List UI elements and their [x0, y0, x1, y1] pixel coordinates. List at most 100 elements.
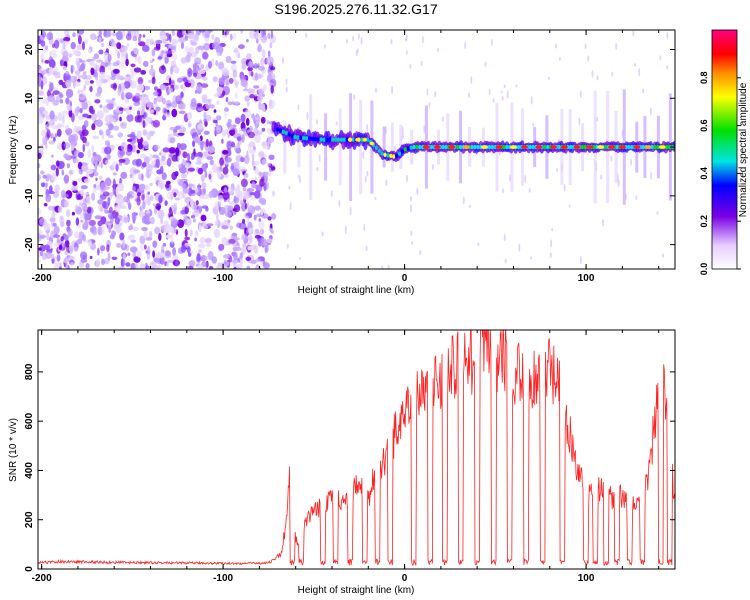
noise-blob: [227, 101, 233, 106]
noise-blob: [172, 64, 178, 69]
spectral-streak: [390, 122, 394, 172]
noise-blob: [89, 80, 94, 84]
noise-blob: [200, 214, 207, 222]
noise-blob: [258, 220, 265, 230]
signal-core: [313, 136, 317, 142]
signal-core: [592, 144, 596, 150]
noise-blob: [109, 38, 115, 46]
noise-blob: [224, 31, 227, 36]
noise-blob: [266, 56, 274, 66]
signal-core: [276, 127, 280, 132]
noise-blob: [240, 121, 246, 131]
noise-blob: [160, 34, 168, 41]
x-tick-label: -200: [32, 573, 52, 584]
noise-blob: [152, 240, 158, 248]
noise-blob: [213, 109, 217, 113]
noise-blob: [53, 256, 57, 265]
noise-blob: [47, 120, 54, 125]
noise-blob: [178, 37, 186, 43]
noise-blob: [122, 253, 126, 260]
noise-blob: [316, 166, 319, 172]
signal-core: [305, 136, 309, 141]
noise-blob: [91, 123, 96, 131]
noise-blob: [65, 79, 72, 88]
signal-core: [325, 137, 329, 142]
noise-blob: [127, 252, 131, 256]
noise-blob: [82, 143, 86, 153]
noise-blob: [100, 42, 105, 48]
noise-blob: [267, 163, 271, 167]
noise-blob: [42, 110, 49, 115]
noise-blob: [558, 57, 561, 61]
noise-blob: [87, 48, 92, 54]
noise-blob: [255, 213, 263, 218]
noise-blob: [224, 110, 227, 119]
noise-blob: [81, 164, 89, 172]
noise-blob: [107, 142, 111, 151]
noise-blob: [80, 189, 84, 197]
noise-blob: [240, 178, 248, 188]
noise-blob: [79, 90, 84, 93]
noise-blob: [104, 62, 109, 68]
noise-blob: [349, 206, 352, 216]
noise-blob: [202, 51, 209, 60]
noise-blob: [152, 203, 157, 207]
noise-blob: [248, 235, 253, 244]
noise-blob: [222, 167, 229, 175]
noise-blob: [54, 133, 58, 138]
noise-blob: [91, 112, 97, 121]
noise-blob: [71, 185, 78, 192]
noise-blob: [270, 166, 276, 171]
noise-blob: [91, 192, 95, 201]
noise-blob: [568, 204, 571, 208]
noise-blob: [556, 168, 559, 172]
noise-blob: [270, 223, 273, 229]
noise-blob: [198, 30, 206, 33]
noise-blob: [187, 152, 190, 162]
noise-blob: [258, 87, 265, 95]
signal-core: [302, 135, 306, 141]
noise-blob: [492, 98, 495, 103]
noise-blob: [260, 103, 266, 111]
noise-blob: [360, 37, 363, 45]
signal-peak: [510, 145, 517, 149]
noise-blob: [227, 121, 230, 129]
noise-blob: [65, 124, 69, 130]
noise-blob: [199, 236, 205, 244]
noise-blob: [501, 188, 504, 194]
noise-blob: [77, 224, 81, 229]
noise-blob: [52, 90, 60, 95]
noise-blob: [124, 73, 130, 82]
noise-blob: [197, 243, 206, 249]
noise-blob: [241, 134, 245, 143]
noise-blob: [366, 170, 369, 177]
noise-blob: [184, 206, 189, 215]
noise-blob: [78, 93, 87, 101]
signal-core: [322, 137, 326, 142]
noise-blob: [70, 144, 75, 151]
noise-blob: [53, 234, 61, 238]
noise-blob: [247, 188, 255, 192]
noise-blob: [247, 88, 253, 94]
noise-blob: [129, 174, 133, 179]
noise-blob: [84, 80, 90, 86]
noise-blob: [152, 250, 156, 258]
noise-blob: [528, 188, 531, 193]
noise-blob: [139, 209, 144, 218]
noise-blob: [41, 99, 48, 104]
noise-blob: [503, 84, 506, 89]
noise-blob: [138, 41, 146, 47]
noise-blob: [173, 207, 177, 215]
noise-blob: [233, 251, 238, 261]
noise-blob: [82, 234, 87, 242]
noise-blob: [128, 225, 134, 231]
spectrogram-frame: [37, 29, 676, 270]
noise-blob: [48, 205, 54, 211]
noise-blob: [197, 107, 204, 112]
noise-blob: [50, 164, 57, 171]
noise-blob: [116, 243, 122, 248]
noise-blob: [180, 91, 184, 98]
noise-blob: [116, 42, 122, 50]
noise-blob: [158, 251, 165, 259]
noise-blob: [261, 127, 266, 132]
